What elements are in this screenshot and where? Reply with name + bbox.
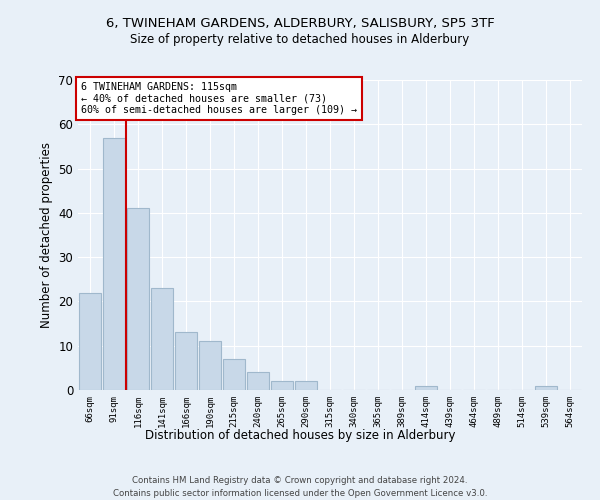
Bar bbox=[295, 381, 317, 390]
Text: 6 TWINEHAM GARDENS: 115sqm
← 40% of detached houses are smaller (73)
60% of semi: 6 TWINEHAM GARDENS: 115sqm ← 40% of deta… bbox=[80, 82, 356, 115]
Text: Contains HM Land Registry data © Crown copyright and database right 2024.
Contai: Contains HM Land Registry data © Crown c… bbox=[113, 476, 487, 498]
Bar bbox=[175, 332, 197, 390]
Bar bbox=[127, 208, 149, 390]
Bar bbox=[79, 292, 101, 390]
Bar bbox=[151, 288, 173, 390]
Bar bbox=[103, 138, 125, 390]
Bar bbox=[535, 386, 557, 390]
Bar bbox=[247, 372, 269, 390]
Y-axis label: Number of detached properties: Number of detached properties bbox=[40, 142, 53, 328]
Bar bbox=[415, 386, 437, 390]
Text: Distribution of detached houses by size in Alderbury: Distribution of detached houses by size … bbox=[145, 428, 455, 442]
Bar bbox=[223, 359, 245, 390]
Text: 6, TWINEHAM GARDENS, ALDERBURY, SALISBURY, SP5 3TF: 6, TWINEHAM GARDENS, ALDERBURY, SALISBUR… bbox=[106, 18, 494, 30]
Text: Size of property relative to detached houses in Alderbury: Size of property relative to detached ho… bbox=[130, 32, 470, 46]
Bar bbox=[199, 342, 221, 390]
Bar bbox=[271, 381, 293, 390]
